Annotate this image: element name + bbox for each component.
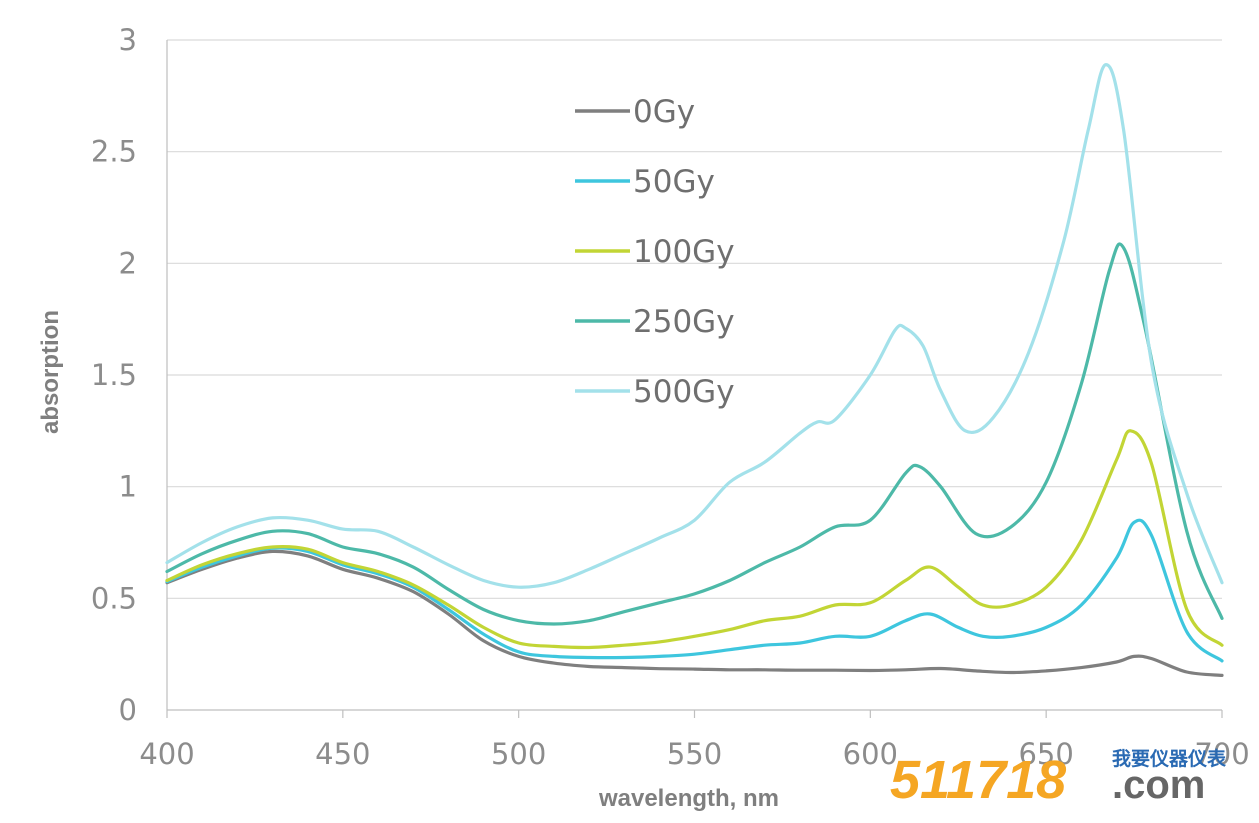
x-tick-label: 700 xyxy=(1194,737,1249,771)
y-tick-label: 0 xyxy=(119,693,137,727)
legend-label: 50Gy xyxy=(633,164,715,200)
x-tick-label: 400 xyxy=(139,737,194,771)
legend-label: 0Gy xyxy=(633,94,695,130)
x-tick-label: 550 xyxy=(667,737,722,771)
y-tick-label: 0.5 xyxy=(91,581,137,615)
series-line-0Gy xyxy=(165,549,1224,677)
series-lines xyxy=(165,62,1224,677)
x-axis-title: wavelength, nm xyxy=(598,785,779,812)
legend-label: 250Gy xyxy=(633,304,735,340)
watermark-suffix: .com xyxy=(1112,763,1205,807)
legend-label: 500Gy xyxy=(633,374,735,410)
series-line-100Gy xyxy=(165,429,1224,650)
x-tick-label: 650 xyxy=(1018,737,1073,771)
y-tick-label: 1.5 xyxy=(91,358,137,392)
y-tick-label: 2 xyxy=(119,246,137,280)
watermark-cn-text: 我要仪器仪表 xyxy=(1112,747,1227,770)
legend: 0Gy 50Gy 100Gy 250Gy 500Gy xyxy=(575,94,735,410)
x-tick-label: 500 xyxy=(491,737,546,771)
y-tick-label: 1 xyxy=(119,470,137,504)
series-line-500Gy xyxy=(165,62,1224,589)
watermark-number: 511718 xyxy=(890,750,1066,810)
x-tick-label: 450 xyxy=(315,737,370,771)
y-tick-labels: 0 0.5 1 1.5 2 2.5 3 xyxy=(91,23,137,727)
y-tick-label: 2.5 xyxy=(91,135,137,169)
watermark: 511718 我要仪器仪表 .com xyxy=(890,747,1227,810)
y-axis-title: absorption xyxy=(37,310,64,434)
gridlines xyxy=(167,39,1222,599)
legend-label: 100Gy xyxy=(633,234,735,270)
y-tick-label: 3 xyxy=(119,23,137,57)
series-line-50Gy xyxy=(165,518,1224,663)
x-tick-labels: 400 450 500 550 600 650 700 xyxy=(139,710,1250,771)
series-line-250Gy xyxy=(165,242,1224,626)
x-tick-label: 600 xyxy=(843,737,898,771)
